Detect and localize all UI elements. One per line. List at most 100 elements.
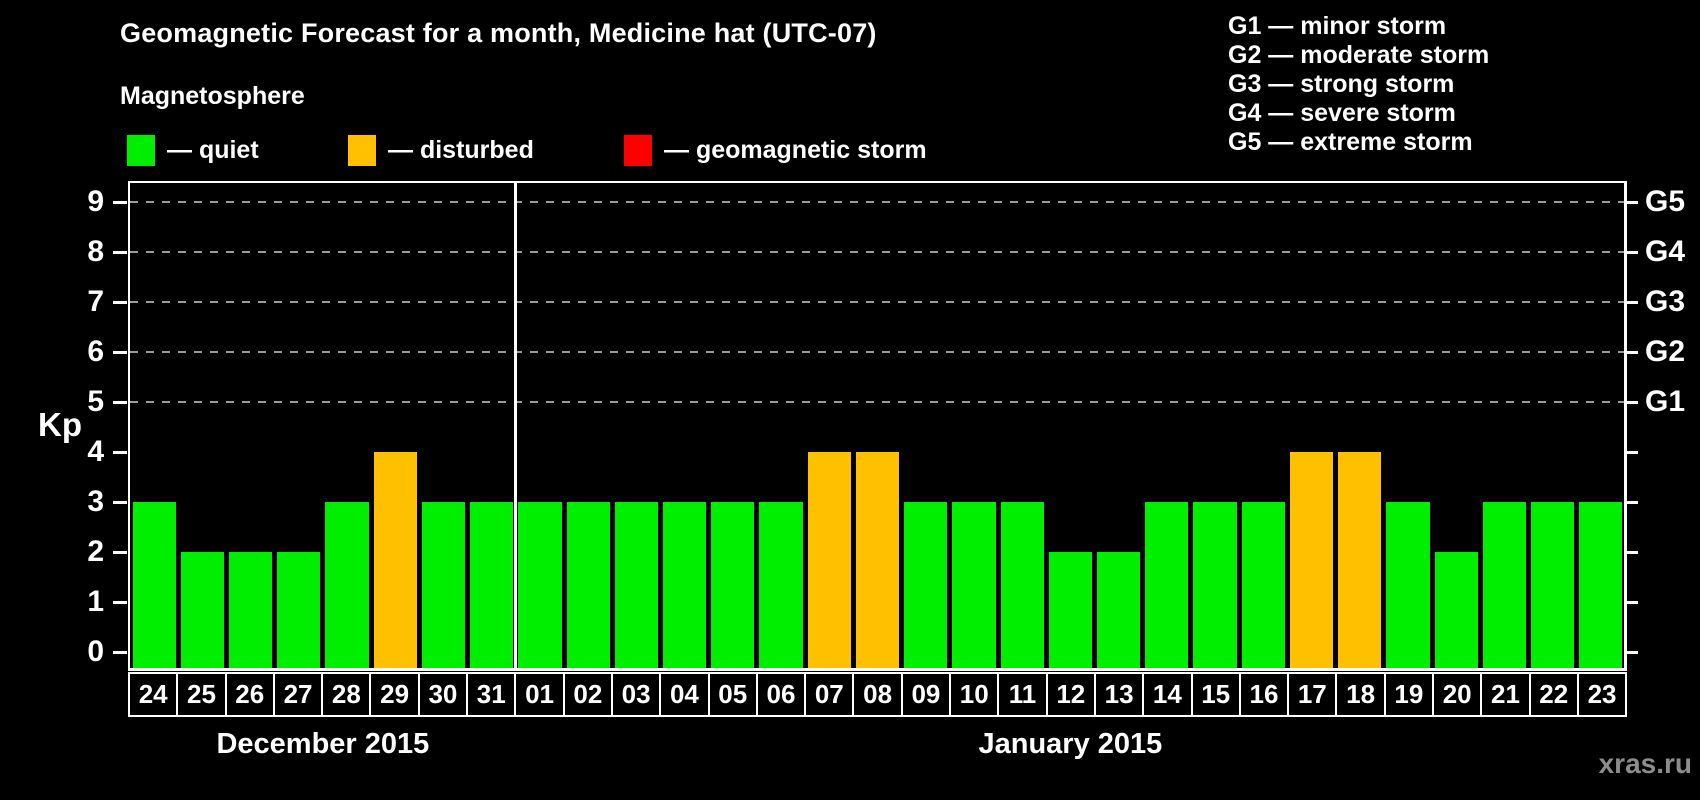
date-label: 11: [999, 674, 1048, 715]
kp-axis-title: Kp: [38, 406, 82, 443]
kp-bar: [1531, 502, 1575, 668]
g-axis-tick: [1624, 200, 1638, 204]
kp-bar: [759, 502, 803, 668]
date-label: 21: [1482, 674, 1531, 715]
date-label: 01: [516, 674, 565, 715]
kp-bar: [1000, 502, 1044, 668]
magnetosphere-legend-heading: Magnetosphere: [120, 82, 305, 110]
kp-bar: [373, 452, 417, 668]
watermark: xras.ru: [1598, 748, 1692, 779]
g-axis-tick: [1624, 500, 1638, 504]
kp-bar: [1579, 502, 1623, 668]
kp-bar: [662, 502, 707, 668]
kp-axis-tick: [113, 400, 127, 404]
g-scale-legend-line: G4 — severe storm: [1228, 99, 1456, 127]
g-axis-label: G2: [1645, 335, 1686, 368]
g-axis-tick: [1624, 550, 1638, 554]
kp-bar: [470, 502, 514, 668]
kp-bar: [1048, 552, 1092, 668]
date-label: 05: [710, 674, 758, 715]
kp-axis-tick: [113, 600, 127, 604]
kp-chart-plot-area: 0 1 2 3 4 5 6 7 8 9 G1 G2 G3 G4 G5: [87, 181, 1685, 671]
kp-bar: [180, 552, 224, 668]
kp-axis-tick: [113, 650, 127, 654]
g-axis-tick: [1624, 650, 1638, 654]
kp-axis-tick-label: 1: [87, 585, 104, 618]
kp-bar: [807, 452, 851, 668]
date-label: 03: [613, 674, 662, 715]
kp-bar: [518, 502, 562, 668]
legend-item-label: — disturbed: [388, 136, 534, 164]
g-axis-tick: [1624, 600, 1638, 604]
date-axis: 24 25 26 27 28 29 30 31 01 02 03 04 05 06 07 08 09 10 11 12…: [128, 672, 1627, 717]
kp-bar: [1434, 552, 1478, 668]
kp-bar: [1145, 502, 1189, 668]
kp-bar: [1482, 502, 1527, 668]
date-label: 13: [1096, 674, 1145, 715]
date-label: 29: [371, 674, 420, 715]
month-label: December 2015: [216, 728, 430, 760]
gridline-kp8: [130, 251, 1624, 253]
g-scale-legend: G1 — minor storm G2 — moderate storm G3 — …: [1228, 12, 1489, 157]
kp-bar: [277, 552, 321, 668]
date-label: 16: [1241, 674, 1290, 715]
date-label: 02: [565, 674, 613, 715]
kp-axis-tick-label: 6: [87, 335, 104, 368]
kp-bar: [228, 552, 273, 668]
date-label: 19: [1386, 674, 1435, 715]
date-label: 23: [1587, 679, 1617, 709]
date-label: 07: [806, 674, 855, 715]
g-axis-label: G4: [1645, 235, 1686, 268]
kp-bar: [325, 502, 369, 668]
date-label: 09: [903, 674, 952, 715]
quiet-color-swatch: [127, 135, 155, 166]
date-label: 20: [1434, 674, 1483, 715]
kp-bar: [1338, 452, 1382, 668]
month-divider-line: [514, 183, 518, 668]
g-axis-tick: [1624, 250, 1638, 254]
date-label: 27: [275, 674, 324, 715]
kp-axis-tick: [113, 300, 127, 304]
kp-axis-tick-label: 0: [87, 635, 104, 668]
g-axis-tick: [1624, 400, 1638, 404]
kp-bar: [904, 502, 948, 668]
kp-axis-tick-label: 7: [87, 285, 104, 318]
kp-axis-tick: [113, 450, 127, 454]
kp-bar: [421, 502, 466, 668]
kp-axis-tick-label: 3: [87, 485, 104, 518]
g-axis-tick: [1624, 450, 1638, 454]
g-axis-label: G5: [1645, 185, 1686, 218]
kp-bar: [132, 502, 176, 668]
date-label: 12: [1048, 674, 1096, 715]
legend-item-disturbed: — disturbed: [348, 135, 534, 166]
date-label: 04: [661, 674, 710, 715]
g-scale-legend-line: G3 — strong storm: [1228, 70, 1455, 98]
date-label: 18: [1337, 674, 1386, 715]
date-label: 14: [1144, 674, 1193, 715]
kp-axis-tick: [113, 250, 127, 254]
kp-bar: [614, 502, 658, 668]
date-label: 28: [323, 674, 372, 715]
chart-title: Geomagnetic Forecast for a month, Medici…: [120, 18, 877, 48]
kp-bar: [566, 502, 610, 668]
kp-bar: [1289, 452, 1334, 668]
kp-bar: [1097, 552, 1141, 668]
g-scale-legend-line: G2 — moderate storm: [1228, 41, 1490, 69]
kp-axis-tick-label: 2: [87, 535, 104, 568]
date-label: 10: [951, 674, 1000, 715]
date-label: 31: [468, 674, 517, 715]
date-label: 30: [420, 674, 469, 715]
kp-axis-tick: [113, 350, 127, 354]
date-label: 08: [854, 674, 903, 715]
kp-bar: [1241, 502, 1285, 668]
legend-item-label: — quiet: [167, 136, 259, 164]
g-scale-legend-line: G1 — minor storm: [1228, 12, 1447, 40]
g-axis-label: G1: [1645, 385, 1686, 418]
gridline-kp7: [130, 301, 1624, 303]
date-label: 24: [130, 674, 179, 715]
date-label: 06: [758, 674, 807, 715]
storm-color-swatch: [624, 135, 652, 166]
date-label: 25: [178, 674, 227, 715]
date-label: 15: [1193, 674, 1241, 715]
date-label: 22: [1531, 674, 1579, 715]
